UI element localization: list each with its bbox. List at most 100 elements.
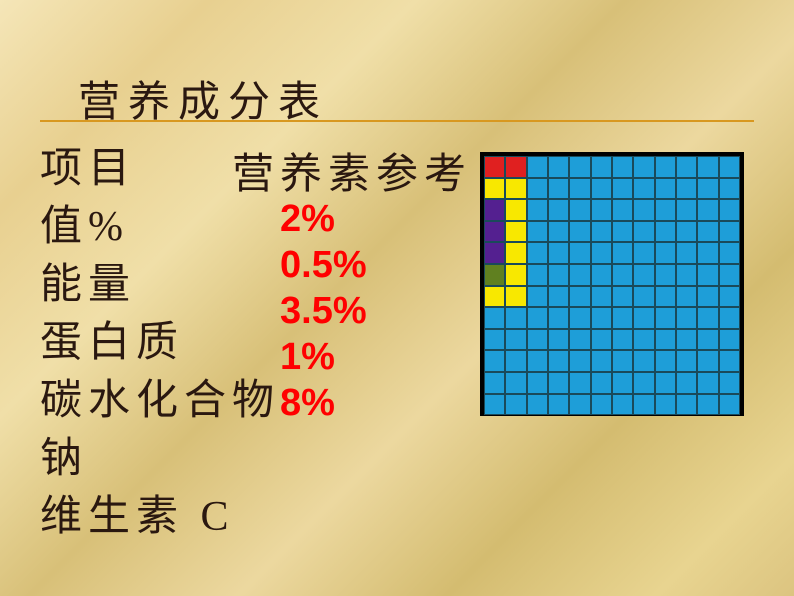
grid-cell xyxy=(633,350,654,372)
grid-cell xyxy=(655,156,676,178)
grid-cell xyxy=(591,329,612,351)
grid-cell xyxy=(505,221,526,243)
grid-cell xyxy=(527,286,548,308)
label-row-vitc: 维生素 C xyxy=(40,488,280,546)
grid-cell xyxy=(676,394,697,416)
grid-cell xyxy=(591,264,612,286)
grid-cell xyxy=(569,178,590,200)
grid-cell xyxy=(676,242,697,264)
grid-cell xyxy=(633,242,654,264)
grid-cell xyxy=(612,372,633,394)
grid-row xyxy=(484,286,740,308)
grid-cell xyxy=(633,156,654,178)
grid-cell xyxy=(569,199,590,221)
grid-cell xyxy=(591,178,612,200)
grid-cell xyxy=(697,307,718,329)
grid-cell xyxy=(548,156,569,178)
grid-cell xyxy=(612,286,633,308)
grid-cell xyxy=(527,264,548,286)
grid-cell xyxy=(676,156,697,178)
label-row-value: 值% xyxy=(40,198,280,256)
grid-row xyxy=(484,264,740,286)
grid-cell xyxy=(633,394,654,416)
grid-cell xyxy=(548,394,569,416)
grid-cell xyxy=(676,178,697,200)
grid-cell xyxy=(719,372,740,394)
grid-cell xyxy=(633,178,654,200)
grid-cell xyxy=(719,178,740,200)
grid-cell xyxy=(569,372,590,394)
grid-cell xyxy=(697,199,718,221)
grid-cell xyxy=(505,307,526,329)
grid-cell xyxy=(527,307,548,329)
grid-cell xyxy=(655,242,676,264)
grid-row xyxy=(484,242,740,264)
grid-cell xyxy=(655,286,676,308)
grid-cell xyxy=(655,307,676,329)
grid-row xyxy=(484,199,740,221)
grid-cell xyxy=(527,350,548,372)
grid-cell xyxy=(527,178,548,200)
grid-cell xyxy=(527,242,548,264)
grid-cell xyxy=(633,307,654,329)
grid-cell xyxy=(505,286,526,308)
grid-cell xyxy=(676,286,697,308)
grid-cell xyxy=(719,394,740,416)
grid-cell xyxy=(655,394,676,416)
grid-cell xyxy=(612,307,633,329)
grid-cell xyxy=(655,199,676,221)
grid-cell xyxy=(633,329,654,351)
grid-cell xyxy=(548,329,569,351)
grid-cell xyxy=(484,394,505,416)
grid-cell xyxy=(676,307,697,329)
grid-cell xyxy=(505,242,526,264)
grid-cell xyxy=(527,372,548,394)
grid-cell xyxy=(569,307,590,329)
percent-column: 2% 0.5% 3.5% 1% 8% xyxy=(280,196,367,426)
grid-cell xyxy=(676,350,697,372)
grid-row xyxy=(484,221,740,243)
grid-cell xyxy=(676,264,697,286)
grid-cell xyxy=(655,264,676,286)
grid-cell xyxy=(548,286,569,308)
grid-cell xyxy=(548,350,569,372)
percent-value-2: 3.5% xyxy=(280,288,367,334)
grid-cell xyxy=(569,156,590,178)
grid-cell xyxy=(612,242,633,264)
grid-cell xyxy=(484,156,505,178)
grid-cell xyxy=(505,156,526,178)
grid-cell xyxy=(719,242,740,264)
grid-cell xyxy=(697,156,718,178)
grid-cell xyxy=(676,199,697,221)
grid-cell xyxy=(719,221,740,243)
grid-cell xyxy=(548,178,569,200)
grid-cell xyxy=(505,264,526,286)
grid-cell xyxy=(484,329,505,351)
grid-cell xyxy=(548,264,569,286)
labels-column: 项目 值% 能量 蛋白质 碳水化合物 钠 维生素 C xyxy=(40,140,280,546)
grid-cell xyxy=(719,156,740,178)
grid-cell xyxy=(505,329,526,351)
grid-cell xyxy=(569,350,590,372)
grid-row xyxy=(484,329,740,351)
grid-cell xyxy=(719,307,740,329)
grid-cell xyxy=(633,372,654,394)
column-header-item: 项目 xyxy=(40,140,280,198)
grid-cell xyxy=(484,242,505,264)
grid-cell xyxy=(505,199,526,221)
grid-cell xyxy=(569,329,590,351)
grid-cell xyxy=(591,199,612,221)
grid-cell xyxy=(591,242,612,264)
grid-cell xyxy=(676,221,697,243)
grid-cell xyxy=(612,156,633,178)
label-row-carbs: 碳水化合物 xyxy=(40,372,280,430)
grid-cell xyxy=(505,350,526,372)
grid-cell xyxy=(527,199,548,221)
grid-cell xyxy=(505,178,526,200)
grid-cell xyxy=(697,372,718,394)
percent-value-4: 8% xyxy=(280,380,367,426)
grid-cell xyxy=(655,178,676,200)
grid-cell xyxy=(633,264,654,286)
grid-cell xyxy=(612,178,633,200)
grid-row xyxy=(484,156,740,178)
